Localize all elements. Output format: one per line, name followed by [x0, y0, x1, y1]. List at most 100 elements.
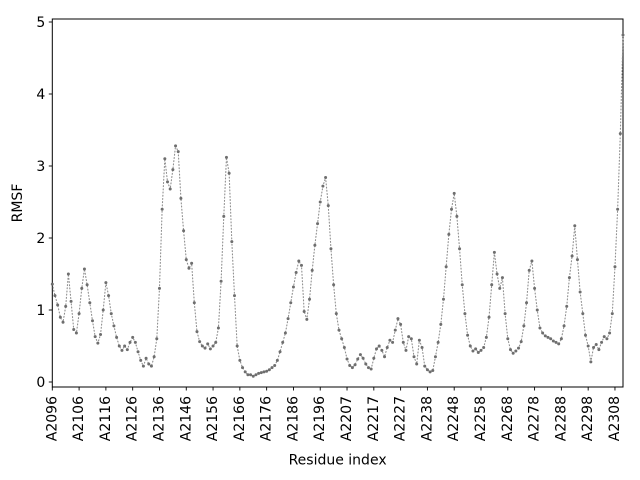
data-point-marker: [182, 229, 186, 233]
data-point-marker: [490, 283, 494, 287]
x-tick-label: A2096: [44, 396, 60, 441]
data-point-marker: [101, 308, 105, 312]
x-tick-label: A2217: [366, 396, 382, 441]
x-tick-label: A2268: [500, 396, 516, 441]
data-point-marker: [498, 286, 502, 290]
data-point-marker: [463, 312, 467, 316]
data-point-marker: [350, 366, 354, 370]
data-point-marker: [380, 348, 384, 352]
data-point-marker: [375, 347, 378, 351]
data-point-marker: [391, 340, 395, 344]
data-point-marker: [133, 340, 137, 344]
data-point-marker: [420, 345, 424, 349]
data-point-marker: [184, 258, 188, 262]
data-point-marker: [444, 265, 448, 269]
data-point-marker: [466, 333, 470, 337]
x-axis-ticks: A2096 A2106 A2116 A2126 A2136 A2146 A2156 A2166…: [44, 387, 623, 441]
y-axis-label: RMSF: [10, 184, 26, 223]
data-point-marker: [190, 261, 194, 265]
data-point-marker: [608, 331, 612, 335]
data-point-marker: [519, 340, 523, 344]
data-point-marker: [527, 268, 531, 272]
data-point-marker: [321, 184, 325, 188]
data-point-marker: [423, 364, 427, 368]
data-point-marker: [211, 344, 215, 348]
x-tick-label: A2136: [151, 396, 167, 441]
data-point-marker: [144, 356, 148, 360]
data-point-marker: [605, 337, 609, 341]
data-point-marker: [538, 326, 542, 330]
data-point-marker: [120, 348, 124, 352]
data-point-marker: [198, 340, 202, 344]
data-point-marker: [484, 335, 488, 339]
data-point-marker: [487, 315, 491, 319]
data-point-marker: [417, 338, 421, 342]
data-point-marker: [157, 286, 161, 290]
data-point-marker: [251, 374, 255, 378]
data-point-marker: [474, 347, 478, 351]
data-point-marker: [128, 340, 132, 344]
rmsf-series: [50, 33, 625, 378]
data-point-marker: [53, 294, 57, 298]
data-point-marker: [581, 312, 585, 316]
plot-border: [51, 18, 624, 388]
data-point-marker: [141, 364, 145, 368]
data-point-marker: [299, 263, 303, 267]
x-tick-label: A2227: [393, 396, 409, 441]
data-point-marker: [324, 176, 328, 180]
data-point-marker: [399, 322, 403, 326]
data-point-marker: [270, 366, 274, 370]
data-point-marker: [369, 367, 373, 371]
data-point-marker: [99, 332, 103, 336]
data-point-marker: [436, 340, 440, 344]
data-point-marker: [125, 348, 129, 352]
data-point-marker: [294, 271, 298, 275]
data-point-marker: [508, 348, 512, 352]
data-point-marker: [265, 369, 269, 373]
data-point-marker: [302, 309, 306, 313]
data-point-marker: [66, 272, 70, 276]
data-point-marker: [541, 331, 545, 335]
data-point-marker: [233, 294, 236, 298]
data-point-marker: [415, 362, 419, 366]
data-point-marker: [388, 338, 392, 342]
data-point-marker: [514, 349, 518, 353]
data-point-marker: [618, 132, 622, 136]
data-point-marker: [168, 187, 172, 191]
x-tick-label: A2166: [232, 396, 248, 441]
data-point-marker: [224, 155, 228, 159]
data-point-marker: [554, 340, 558, 344]
data-point-marker: [275, 358, 279, 362]
data-point-marker: [340, 337, 344, 341]
data-point-marker: [174, 144, 178, 148]
data-point-marker: [575, 258, 579, 262]
data-point-marker: [479, 348, 483, 352]
data-point-marker: [557, 342, 561, 346]
data-point-marker: [407, 335, 411, 339]
data-point-marker: [93, 335, 97, 339]
data-point-marker: [546, 335, 550, 339]
data-point-marker: [96, 341, 100, 345]
data-point-marker: [219, 279, 223, 283]
data-point-marker: [468, 344, 472, 348]
data-point-marker: [69, 299, 73, 303]
data-point-marker: [364, 362, 368, 366]
x-tick-label: A2258: [473, 396, 489, 441]
data-point-marker: [450, 207, 454, 211]
data-point-marker: [482, 345, 486, 349]
x-tick-label: A2207: [339, 396, 355, 441]
data-point-marker: [227, 171, 231, 175]
data-point-marker: [208, 347, 212, 351]
data-point-marker: [72, 327, 76, 331]
x-tick-label: A2278: [527, 396, 543, 441]
y-tick-label: 2: [36, 231, 45, 247]
data-point-marker: [214, 340, 218, 344]
data-point-marker: [396, 317, 400, 321]
data-point-marker: [530, 259, 534, 263]
y-tick-label: 0: [36, 375, 45, 391]
data-point-marker: [366, 366, 370, 370]
data-point-marker: [570, 254, 574, 258]
data-point-marker: [348, 363, 352, 367]
x-tick-label: A2116: [98, 396, 114, 441]
data-point-marker: [267, 368, 271, 372]
